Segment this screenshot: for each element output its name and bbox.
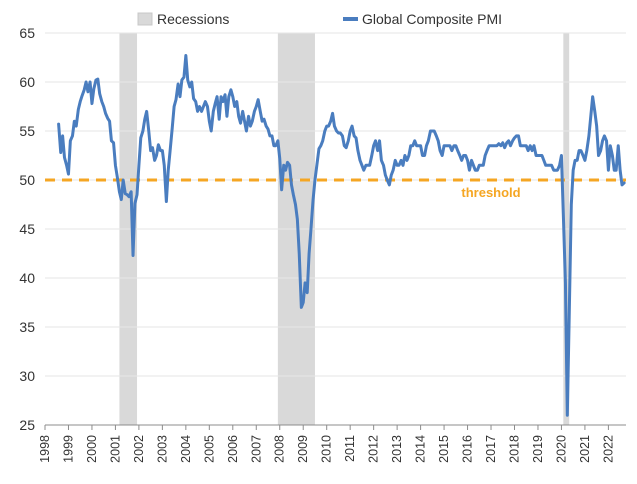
x-tick-label-2004: 2004: [179, 435, 193, 463]
x-tick-label-2014: 2014: [414, 435, 428, 463]
x-tick-label-1998: 1998: [38, 435, 52, 463]
x-tick-label-2022: 2022: [601, 435, 615, 463]
x-tick-label-2003: 2003: [155, 435, 169, 463]
x-tick-label-2016: 2016: [461, 435, 475, 463]
y-tick-label-60: 60: [19, 74, 35, 90]
y-tick-label-40: 40: [19, 270, 35, 286]
x-tick-label-2021: 2021: [578, 435, 592, 463]
legend-series-label: Global Composite PMI: [362, 11, 502, 27]
y-tick-label-25: 25: [19, 417, 35, 433]
y-tick-label-35: 35: [19, 319, 35, 335]
x-tick-label-2015: 2015: [437, 435, 451, 463]
x-tick-label-2010: 2010: [320, 435, 334, 463]
y-tick-label-55: 55: [19, 123, 35, 139]
y-tick-label-50: 50: [19, 172, 35, 188]
threshold-label: threshold: [461, 185, 520, 200]
legend: Recessions Global Composite PMI: [137, 11, 502, 27]
y-axis: 25 30 35 40 45 50 55 60 65: [19, 25, 35, 433]
y-tick-label-65: 65: [19, 25, 35, 41]
y-tick-label-30: 30: [19, 368, 35, 384]
legend-recessions-label: Recessions: [157, 11, 229, 27]
x-tick-label-2000: 2000: [85, 435, 99, 463]
x-tick-label-2020: 2020: [554, 435, 568, 463]
x-tick-label-2002: 2002: [132, 435, 146, 463]
threshold-line-group: threshold: [45, 178, 626, 200]
x-tick-label-2019: 2019: [531, 435, 545, 463]
x-axis: 1998 1999 2000 2001 2002 2003 2004 2005 2006 2007…: [38, 424, 626, 463]
x-tick-label-2018: 2018: [507, 435, 521, 463]
x-tick-label-2012: 2012: [367, 435, 381, 463]
x-tick-label-2013: 2013: [390, 435, 404, 463]
x-tick-label-2017: 2017: [484, 435, 498, 463]
series-group: [57, 54, 626, 417]
x-tick-label-2008: 2008: [273, 435, 287, 463]
x-tick-label-2001: 2001: [108, 435, 122, 463]
x-tick-label-2009: 2009: [296, 435, 310, 463]
series-line-0: [57, 54, 626, 417]
legend-recessions-swatch: [137, 12, 153, 26]
x-tick-label-2005: 2005: [202, 435, 216, 463]
x-tick-label-2011: 2011: [343, 435, 357, 462]
x-tick-label-2007: 2007: [249, 435, 263, 463]
x-tick-label-2006: 2006: [226, 435, 240, 463]
y-tick-label-45: 45: [19, 221, 35, 237]
x-tick-label-1999: 1999: [61, 435, 75, 463]
